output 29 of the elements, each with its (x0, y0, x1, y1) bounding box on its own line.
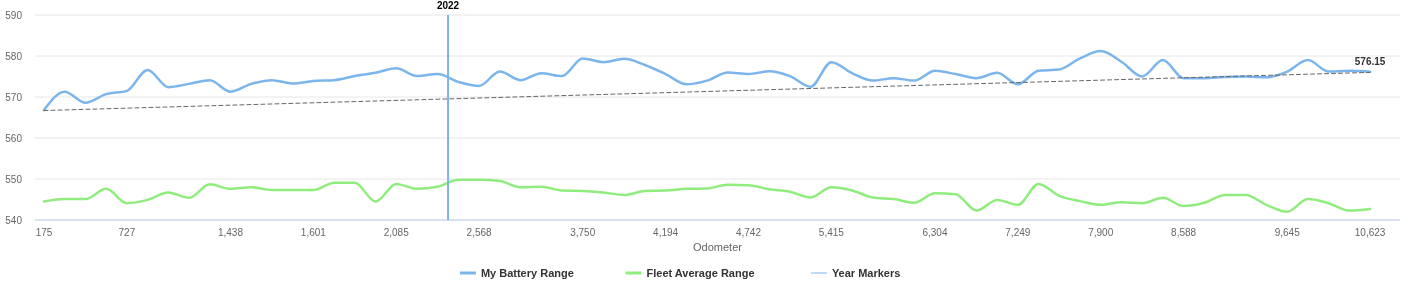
annotation: 576.15 (1354, 55, 1386, 67)
y-tick-label: 550 (5, 173, 23, 185)
legend-label: Year Markers (831, 267, 901, 279)
x-tick-label: 1,601 (300, 227, 327, 238)
x-tick-label: 10,623 (1354, 227, 1386, 238)
x-axis-title: Odometer (693, 241, 743, 253)
text: 2022 (436, 0, 460, 11)
x-tick-label: 9,645 (1274, 227, 1301, 238)
y-tick-label: 590 (5, 9, 23, 21)
x-tick-label: 8,588 (1171, 227, 1197, 238)
x-tick-label: 175 (35, 227, 53, 238)
y-tick-label: 570 (5, 91, 23, 103)
line-series (42, 178, 1372, 214)
x-tick-label: 2,085 (383, 227, 410, 238)
x-tick-label: 727 (118, 227, 136, 238)
legend-label: My Battery Range (480, 267, 574, 279)
x-tick-label: 7,900 (1088, 227, 1114, 238)
y-tick-label: 580 (5, 50, 23, 62)
y-tick-label: 560 (5, 132, 23, 144)
x-tick-label: 3,750 (570, 227, 596, 238)
x-tick-label: 7,249 (1005, 227, 1031, 238)
x-tick-label: 1,438 (217, 227, 244, 238)
x-tick-label: 5,415 (818, 227, 845, 238)
legend-label: Fleet Average Range (646, 267, 755, 279)
x-tick-label: 4,742 (735, 227, 762, 238)
y-tick-label: 540 (5, 214, 23, 226)
x-tick-label: 6,304 (922, 227, 948, 238)
x-tick-label: 4,194 (653, 227, 679, 238)
x-tick-label: 2,568 (466, 227, 493, 238)
